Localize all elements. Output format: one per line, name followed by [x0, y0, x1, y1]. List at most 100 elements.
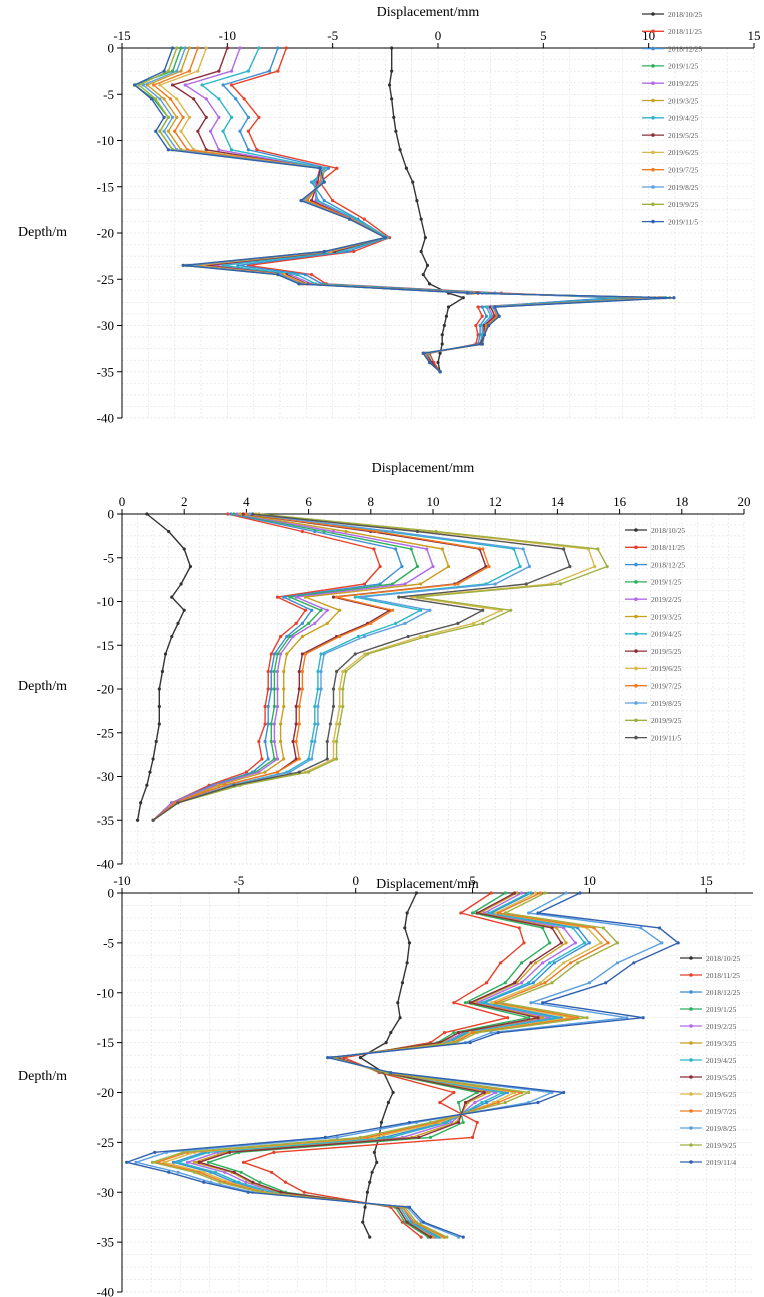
data-point	[362, 582, 367, 586]
data-point	[229, 115, 234, 119]
data-point	[291, 739, 295, 744]
data-point	[425, 547, 429, 551]
data-point	[442, 323, 446, 328]
data-point	[672, 296, 676, 300]
y-tick-label: -10	[97, 133, 114, 148]
data-point	[175, 69, 179, 73]
legend-marker	[634, 718, 638, 723]
data-point	[555, 926, 559, 930]
data-point	[181, 115, 185, 119]
data-point	[239, 1170, 243, 1174]
data-point	[334, 595, 339, 599]
data-point	[257, 739, 261, 744]
data-point	[522, 941, 526, 945]
y-tick-label: -5	[103, 87, 114, 102]
data-point	[400, 564, 404, 569]
data-point	[272, 669, 276, 674]
data-point	[384, 1041, 388, 1045]
data-point	[150, 1160, 154, 1164]
data-point	[334, 722, 339, 726]
data-point	[625, 1016, 629, 1020]
data-point	[352, 249, 356, 254]
data-point	[272, 704, 276, 709]
data-point	[538, 981, 542, 985]
data-point	[555, 1016, 559, 1020]
data-point	[181, 1150, 185, 1154]
x-tick-label: -10	[219, 28, 236, 43]
data-point	[223, 1170, 227, 1174]
data-point	[338, 704, 342, 709]
data-point	[334, 739, 339, 744]
grid	[121, 892, 753, 1293]
data-point	[297, 704, 301, 709]
data-point	[145, 783, 149, 787]
data-point	[213, 1170, 218, 1174]
series-line	[152, 513, 521, 821]
data-point	[300, 687, 304, 691]
data-point	[520, 981, 524, 985]
data-point	[421, 273, 425, 277]
data-point	[569, 961, 573, 965]
data-point	[154, 129, 158, 133]
data-point	[173, 801, 177, 805]
x-tick-label: 15	[700, 873, 713, 888]
data-point	[415, 199, 419, 203]
series-6	[151, 512, 451, 822]
data-point	[543, 891, 547, 895]
data-point	[187, 115, 192, 119]
data-point	[428, 608, 432, 612]
legend-label: 2019/4/25	[651, 630, 682, 639]
data-point	[170, 83, 175, 87]
data-point	[326, 166, 331, 170]
legend-label: 2019/11/4	[706, 1158, 736, 1167]
data-point	[291, 634, 295, 639]
data-point	[297, 687, 301, 691]
y-tick-label: -25	[97, 725, 114, 740]
data-point	[383, 236, 387, 240]
data-point	[279, 634, 283, 639]
data-point	[397, 595, 401, 599]
data-point	[475, 911, 479, 915]
data-point	[403, 582, 407, 586]
data-point	[284, 46, 288, 50]
data-point	[328, 722, 332, 726]
data-point	[520, 891, 524, 895]
series-10	[151, 512, 491, 822]
data-point	[208, 129, 213, 133]
data-point	[445, 1120, 449, 1125]
data-point	[310, 757, 314, 761]
data-point	[276, 46, 280, 50]
data-point	[356, 634, 360, 639]
legend-label: 2019/7/25	[706, 1107, 737, 1116]
data-point	[157, 704, 161, 709]
data-point	[307, 621, 311, 625]
data-point	[456, 621, 460, 625]
data-point	[272, 652, 276, 656]
legend-marker	[651, 185, 655, 189]
data-point	[480, 314, 484, 318]
data-point	[217, 97, 221, 101]
data-point	[234, 97, 238, 101]
data-point	[482, 1090, 486, 1095]
legend-label: 2019/4/25	[706, 1056, 737, 1065]
legend-label: 2019/6/25	[706, 1090, 737, 1099]
data-point	[267, 69, 272, 73]
data-point	[313, 722, 317, 726]
series-line	[152, 513, 531, 821]
data-point	[468, 1041, 472, 1045]
data-point	[341, 687, 345, 691]
data-point	[475, 1120, 479, 1125]
series-line	[151, 892, 619, 1238]
data-point	[389, 1070, 393, 1075]
data-point	[482, 333, 486, 337]
data-point	[536, 911, 540, 915]
legend-label: 2018/11/25	[706, 971, 740, 980]
data-point	[269, 1170, 274, 1174]
data-point	[438, 351, 442, 355]
x-tick-label: -5	[233, 873, 244, 888]
data-point	[378, 564, 382, 569]
data-point	[246, 148, 250, 152]
legend-label: 2019/3/25	[668, 96, 699, 105]
data-point	[543, 981, 547, 985]
data-point	[489, 314, 493, 318]
